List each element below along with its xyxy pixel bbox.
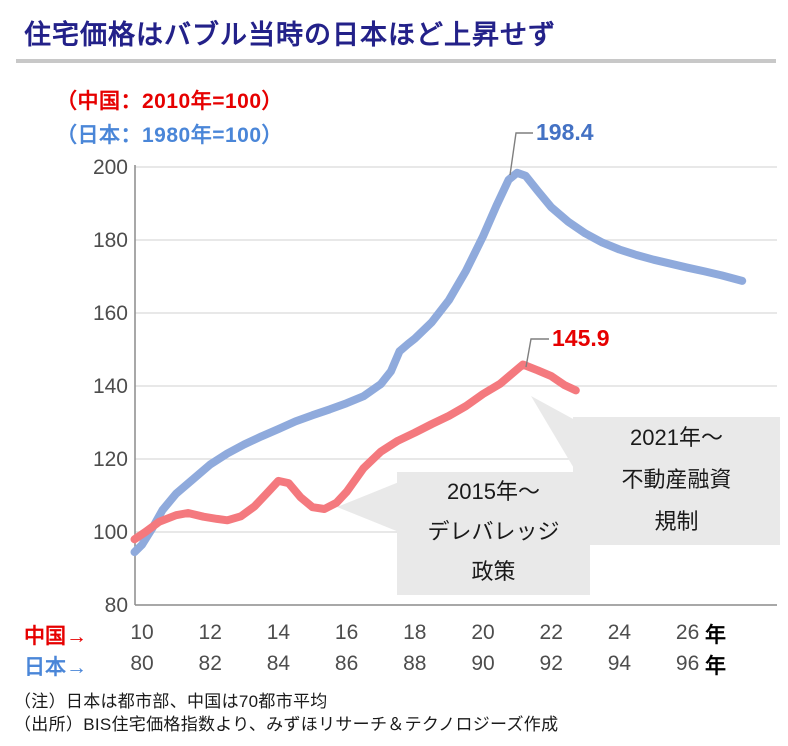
x-tick-日本→92: 92 bbox=[540, 652, 563, 675]
leader-line-japan-peak bbox=[509, 132, 533, 176]
x-axis-row-label-china: 中国→ bbox=[24, 625, 87, 648]
x-axis-unit-japan: 年 bbox=[705, 655, 726, 678]
china-peak-value-label: 145.9 bbox=[552, 325, 610, 351]
x-tick-中国→18: 18 bbox=[403, 621, 426, 644]
x-tick-中国→22: 22 bbox=[540, 621, 563, 644]
x-tick-中国→14: 14 bbox=[267, 621, 291, 644]
x-tick-中国→16: 16 bbox=[335, 621, 358, 644]
y-tick-label-100: 100 bbox=[93, 521, 128, 544]
callout-wedge-2021 bbox=[531, 396, 575, 470]
annotation-line: 政策 bbox=[471, 559, 516, 584]
x-axis-row-label-japan: 日本→ bbox=[24, 656, 87, 679]
footnote-note: （注）日本は都市部、中国は70都市平均 bbox=[14, 692, 328, 711]
x-tick-日本→90: 90 bbox=[471, 652, 494, 675]
y-tick-label-180: 180 bbox=[93, 229, 128, 252]
legend-china: （中国：2010年=100） bbox=[56, 90, 284, 113]
x-tick-中国→24: 24 bbox=[608, 621, 632, 644]
page-title: 住宅価格はバブル当時の日本ほど上昇せず bbox=[24, 20, 556, 50]
x-tick-日本→80: 80 bbox=[130, 652, 153, 675]
x-tick-日本→84: 84 bbox=[267, 652, 291, 675]
x-tick-日本→82: 82 bbox=[199, 652, 222, 675]
x-tick-日本→88: 88 bbox=[403, 652, 426, 675]
series-line-china bbox=[130, 360, 580, 544]
leader-line-china-peak bbox=[525, 338, 549, 368]
title-underline bbox=[16, 59, 776, 63]
x-tick-中国→10: 10 bbox=[130, 621, 153, 644]
annotation-line: 不動産融資 bbox=[621, 467, 732, 492]
annotation-line: デレバレッジ bbox=[427, 519, 560, 544]
x-tick-中国→12: 12 bbox=[199, 621, 222, 644]
annotation-line: 2015年～ bbox=[447, 479, 540, 504]
y-tick-label-120: 120 bbox=[93, 448, 128, 471]
annotation-line: 規制 bbox=[654, 509, 699, 534]
x-tick-日本→94: 94 bbox=[608, 652, 632, 675]
x-tick-中国→20: 20 bbox=[471, 621, 494, 644]
x-axis-unit-china: 年 bbox=[705, 624, 726, 647]
y-tick-label-140: 140 bbox=[93, 375, 128, 398]
series-line-japan bbox=[130, 168, 747, 557]
y-tick-label-80: 80 bbox=[105, 594, 128, 617]
x-tick-日本→86: 86 bbox=[335, 652, 358, 675]
annotation-box-2015-deleveraging: 2015年～ デレバレッジ 政策 bbox=[397, 472, 590, 595]
annotation-box-2021-regulation: 2021年～ 不動産融資 規制 bbox=[573, 417, 780, 545]
legend-japan: （日本：1980年=100） bbox=[56, 124, 284, 147]
x-tick-日本→96: 96 bbox=[676, 652, 699, 675]
footnote-source: （出所）BIS住宅価格指数より、みずほリサーチ＆テクノロジーズ作成 bbox=[14, 715, 559, 734]
y-tick-label-160: 160 bbox=[93, 302, 128, 325]
callout-wedge-2015 bbox=[337, 482, 399, 532]
annotation-line: 2021年～ bbox=[630, 425, 723, 450]
japan-peak-value-label: 198.4 bbox=[536, 119, 594, 145]
y-tick-label-200: 200 bbox=[93, 156, 128, 179]
x-tick-中国→26: 26 bbox=[676, 621, 699, 644]
